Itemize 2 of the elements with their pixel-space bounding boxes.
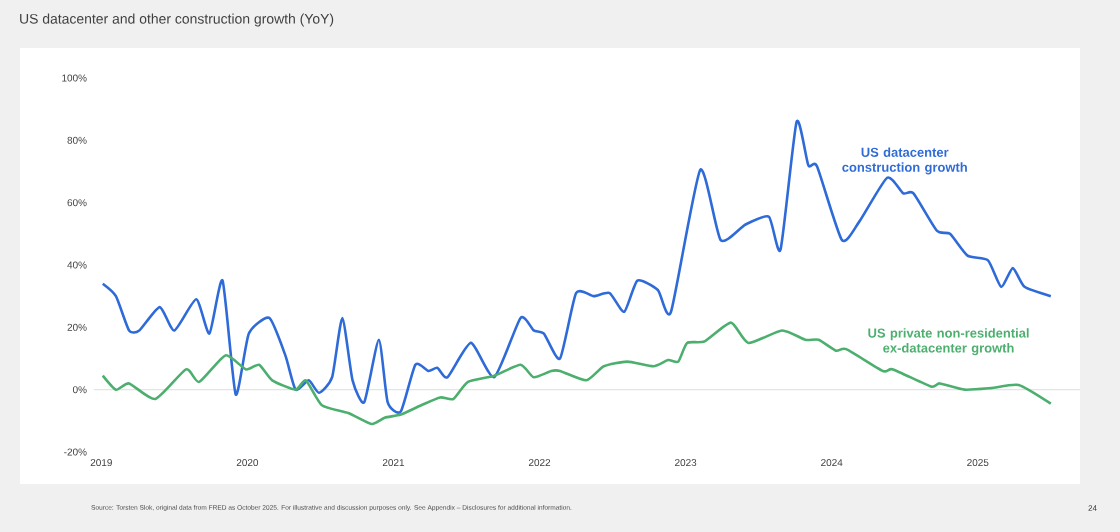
line-series — [101, 120, 1053, 413]
line-series — [101, 321, 1053, 426]
